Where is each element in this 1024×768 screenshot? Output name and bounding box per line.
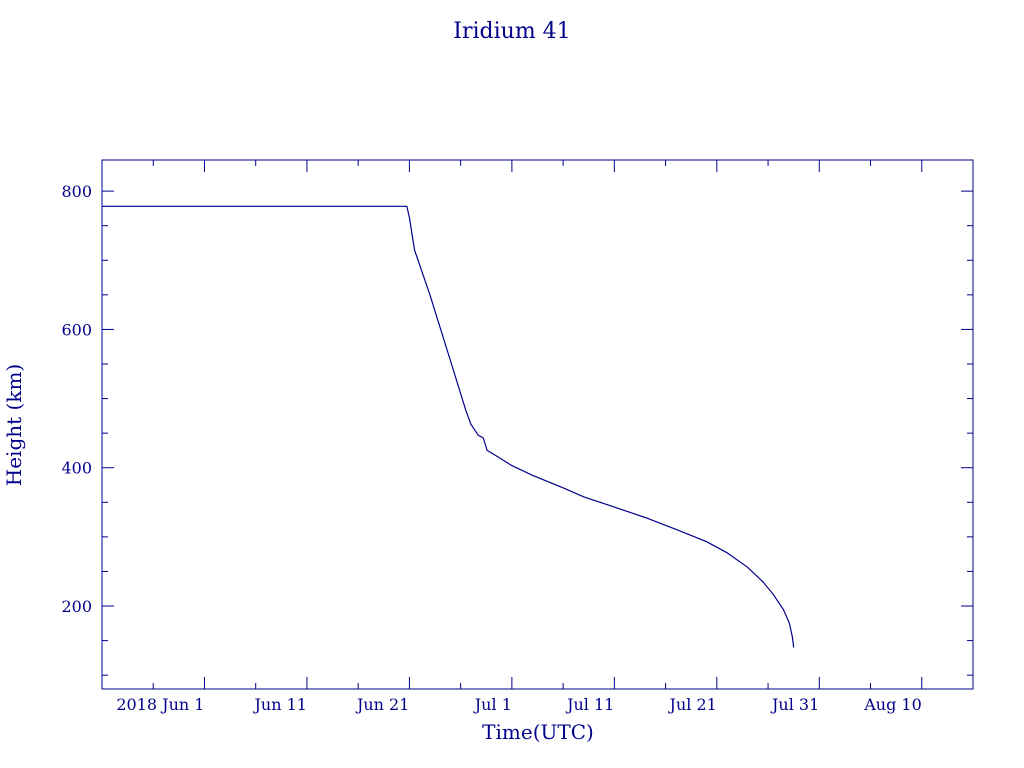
y-tick-label: 800 — [61, 182, 92, 201]
x-axis-label: Time(UTC) — [482, 720, 594, 744]
y-axis-label: Height (km) — [2, 364, 26, 486]
y-tick-label: 600 — [61, 320, 92, 339]
x-tick-label: Jul 31 — [770, 695, 819, 714]
x-tick-label: 2018 Jun 1 — [116, 695, 204, 714]
y-tick-label: 200 — [61, 597, 92, 616]
x-tick-label: Jun 11 — [252, 695, 306, 714]
height-series-line — [102, 205, 795, 648]
x-tick-label: Aug 10 — [863, 695, 922, 714]
x-tick-label: Jul 21 — [668, 695, 717, 714]
x-tick-label: Jul 11 — [565, 695, 614, 714]
tick-labels: 2018 Jun 1 Jun 11 Jun 21 Jul 1 Jul 11 Jul 21 J… — [61, 182, 921, 714]
plot-frame — [101, 159, 974, 690]
x-tick-label: Jul 1 — [473, 695, 512, 714]
chart-title: Iridium 41 — [453, 19, 570, 44]
y-tick-label: 400 — [61, 459, 92, 478]
x-tick-label: Jun 21 — [355, 695, 409, 714]
axis-ticks — [102, 160, 973, 689]
